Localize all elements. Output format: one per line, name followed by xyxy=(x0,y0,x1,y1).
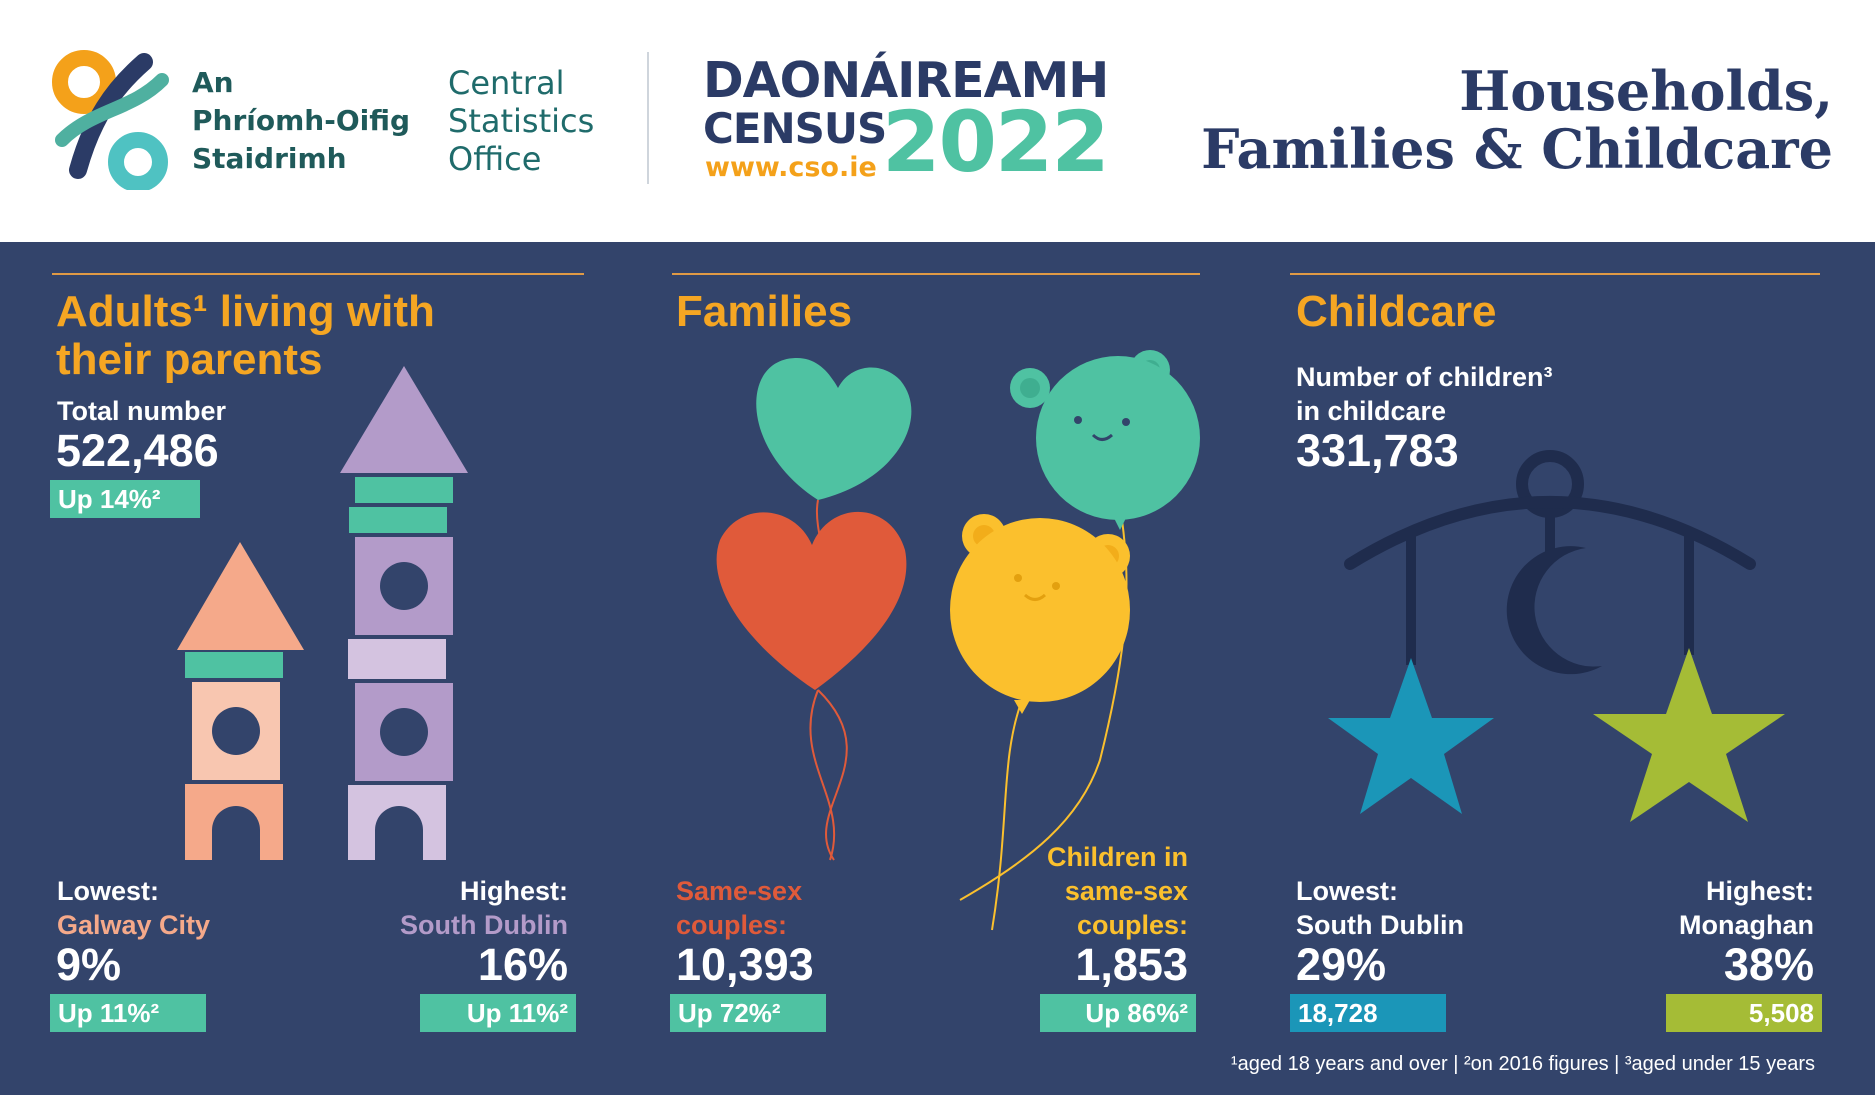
cso-logo-icon xyxy=(52,50,169,190)
section-rule-childcare xyxy=(1290,273,1820,275)
census-year: 2022 xyxy=(882,93,1110,191)
adults-lowest-change-badge: Up 11%² xyxy=(50,994,206,1032)
star-icon xyxy=(1593,648,1785,822)
childcare-lowest-count-badge: 18,728 xyxy=(1290,994,1446,1032)
samesex-label: Same-sex couples: xyxy=(676,876,803,940)
childcare-highest-count-badge: 5,508 xyxy=(1666,994,1822,1032)
adults-lowest-label: Lowest: xyxy=(57,876,160,906)
census-irish-wordmark: DAONÁIREAMH xyxy=(703,52,1109,109)
cso-english-name: Central Statistics Office xyxy=(448,64,595,178)
moon-icon xyxy=(1506,546,1602,675)
childcare-lowest-label: Lowest: xyxy=(1296,876,1399,906)
adults-highest-place: South Dublin xyxy=(400,910,568,940)
adults-total-value: 522,486 xyxy=(56,425,219,476)
footnote: ¹aged 18 years and over | ²on 2016 figur… xyxy=(1230,1053,1815,1075)
childcare-highest-label: Highest: xyxy=(1706,876,1814,906)
census-url[interactable]: www.cso.ie xyxy=(705,152,877,183)
page-title: Households, Families & Childcare xyxy=(1201,59,1833,181)
children-samesex-value: 1,853 xyxy=(1075,939,1188,990)
childcare-highest-place: Monaghan xyxy=(1679,910,1814,940)
samesex-change-badge: Up 72%² xyxy=(670,994,826,1032)
adults-total-label: Total number xyxy=(57,396,227,426)
childcare-lowest-place: South Dublin xyxy=(1296,910,1464,940)
heart-balloon-icon xyxy=(716,511,907,690)
adults-highest-change-badge: Up 11%² xyxy=(420,994,576,1032)
families-section-title: Families xyxy=(676,287,853,336)
adults-lowest-place: Galway City xyxy=(57,910,211,940)
census-english-wordmark: CENSUS xyxy=(703,104,887,153)
children-samesex-label: Children in same-sex couples: xyxy=(1047,842,1188,940)
samesex-value: 10,393 xyxy=(676,939,814,990)
header-divider xyxy=(647,52,649,184)
childcare-number-value: 331,783 xyxy=(1296,425,1459,476)
cso-irish-name: An Phríomh-Oifig Staidrimh xyxy=(192,66,411,175)
bear-balloon-icon xyxy=(950,514,1130,714)
section-rule-families xyxy=(672,273,1200,275)
childcare-section-title: Childcare xyxy=(1296,287,1497,336)
balloons-illustration xyxy=(716,350,1200,931)
adults-section-title: Adults¹ living with their parents xyxy=(56,287,435,384)
childcare-highest-pct: 38% xyxy=(1723,939,1814,990)
childcare-number-label: Number of children³ in childcare xyxy=(1296,362,1553,426)
heart-balloon-icon xyxy=(756,357,912,500)
header: An Phríomh-Oifig Staidrimh Central Stati… xyxy=(0,0,1875,242)
adults-highest-label: Highest: xyxy=(460,876,568,906)
childcare-lowest-pct: 29% xyxy=(1296,939,1387,990)
toy-block-tower-icon xyxy=(177,366,468,860)
adults-total-change-badge: Up 14%² xyxy=(50,480,200,518)
adults-lowest-pct: 9% xyxy=(56,939,122,990)
bear-balloon-icon xyxy=(1010,350,1200,530)
baby-mobile-icon xyxy=(1328,450,1785,822)
children-samesex-change-badge: Up 86%² xyxy=(1040,994,1196,1032)
adults-highest-pct: 16% xyxy=(477,939,568,990)
section-rule-adults xyxy=(52,273,584,275)
star-icon xyxy=(1328,658,1494,814)
